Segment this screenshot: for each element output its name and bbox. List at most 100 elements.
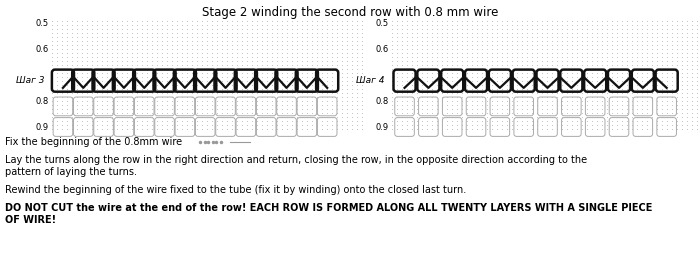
Point [631, 111, 643, 115]
Point [51, 47, 62, 51]
Point [396, 87, 407, 91]
Point [587, 39, 598, 43]
Point [456, 35, 468, 39]
Point [337, 71, 348, 75]
Point [631, 27, 643, 31]
Point [66, 51, 78, 55]
Point [662, 67, 673, 71]
Point [162, 75, 173, 79]
Point [552, 79, 563, 83]
Point [92, 51, 103, 55]
Point [582, 115, 593, 119]
Point [531, 23, 542, 27]
Point [622, 31, 633, 35]
Point [151, 39, 162, 43]
Point [431, 123, 442, 127]
Point [456, 107, 468, 111]
Point [307, 111, 318, 115]
Point [356, 47, 368, 51]
Point [342, 99, 353, 103]
Point [206, 103, 218, 107]
Point [456, 67, 468, 71]
Point [512, 59, 523, 63]
Point [202, 59, 213, 63]
Point [281, 55, 293, 59]
Point [302, 75, 313, 79]
Point [501, 59, 512, 63]
Point [587, 115, 598, 119]
Point [342, 63, 353, 67]
Point [132, 67, 143, 71]
Point [237, 75, 248, 79]
Point [412, 23, 423, 27]
Point [561, 47, 573, 51]
Point [267, 83, 278, 87]
Point [351, 31, 363, 35]
Text: 0.6: 0.6 [36, 45, 49, 54]
Text: 0.8: 0.8 [36, 97, 49, 106]
Point [226, 99, 237, 103]
Point [571, 67, 582, 71]
Point [631, 103, 643, 107]
Point [566, 23, 578, 27]
Point [102, 123, 113, 127]
Point [592, 51, 603, 55]
Point [337, 87, 348, 91]
Point [386, 47, 398, 51]
Point [127, 95, 138, 99]
Point [331, 79, 342, 83]
Point [111, 63, 122, 67]
Point [626, 87, 638, 91]
Point [442, 111, 453, 115]
Point [606, 59, 617, 63]
Point [111, 35, 122, 39]
Point [307, 51, 318, 55]
Point [216, 71, 228, 75]
Point [211, 99, 223, 103]
Point [92, 87, 103, 91]
Point [267, 119, 278, 123]
Point [167, 95, 178, 99]
Point [522, 47, 533, 51]
Point [312, 99, 323, 103]
Point [76, 35, 88, 39]
Point [466, 91, 477, 95]
Point [276, 95, 288, 99]
Point [151, 55, 162, 59]
Point [92, 67, 103, 71]
Point [267, 79, 278, 83]
Point [486, 111, 498, 115]
Point [86, 47, 97, 51]
Point [186, 31, 197, 35]
Point [312, 115, 323, 119]
Point [407, 71, 418, 75]
Point [431, 39, 442, 43]
Point [482, 83, 493, 87]
Point [566, 79, 578, 83]
Point [671, 63, 682, 67]
Point [176, 31, 188, 35]
Point [671, 23, 682, 27]
Point [286, 95, 297, 99]
Point [136, 95, 148, 99]
Point [421, 55, 433, 59]
Point [121, 55, 132, 59]
Point [536, 39, 547, 43]
Point [452, 75, 463, 79]
Point [386, 39, 398, 43]
Point [496, 51, 507, 55]
Point [111, 31, 122, 35]
Point [132, 91, 143, 95]
Point [57, 47, 68, 51]
Point [46, 27, 57, 31]
Point [146, 55, 158, 59]
Point [191, 19, 202, 23]
Point [162, 31, 173, 35]
Point [592, 55, 603, 59]
Point [587, 59, 598, 63]
Point [412, 111, 423, 115]
Point [132, 27, 143, 31]
Point [646, 123, 657, 127]
Point [216, 95, 228, 99]
Point [571, 91, 582, 95]
